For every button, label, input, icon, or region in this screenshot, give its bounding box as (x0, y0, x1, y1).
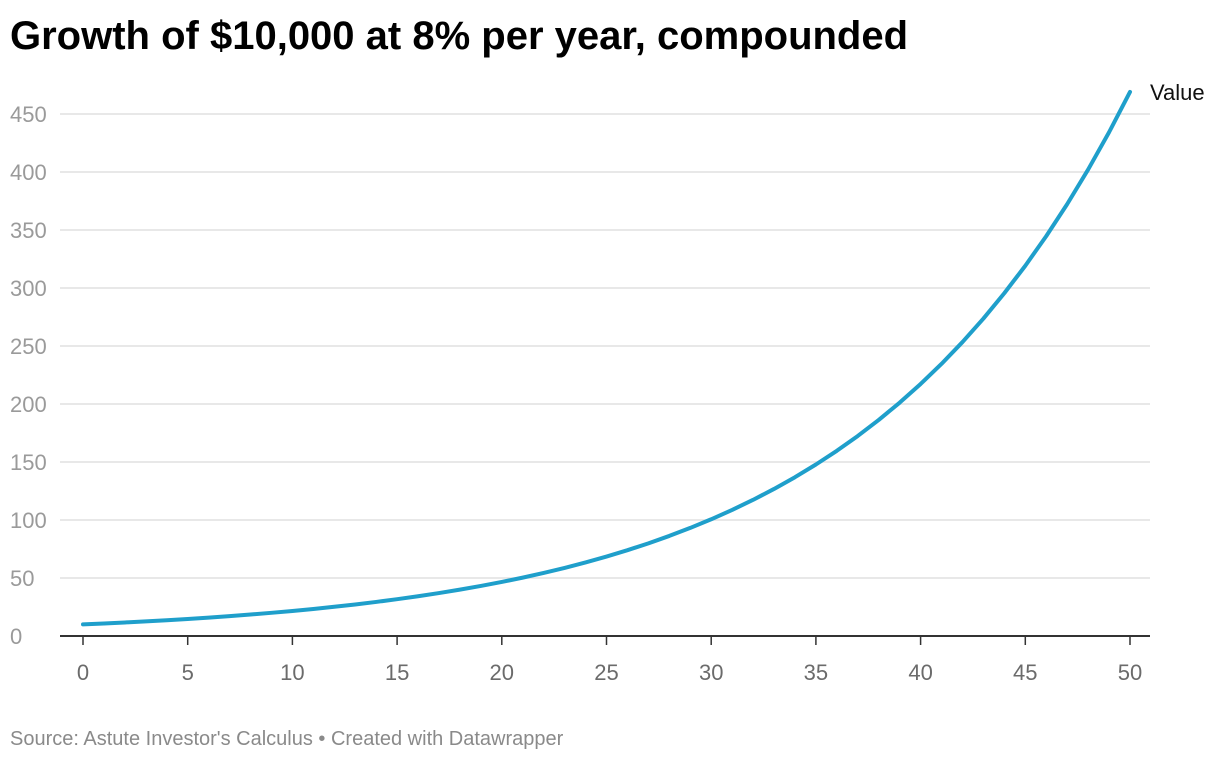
y-tick-label: 50 (10, 566, 34, 591)
y-tick-label: 150 (10, 450, 47, 475)
y-tick-label: 100 (10, 508, 47, 533)
y-axis-ticks: 0 50 100 150 200 250 300 350 400 450 (10, 102, 47, 649)
x-tick-label: 35 (804, 660, 828, 685)
chart-title: Growth of $10,000 at 8% per year, compou… (10, 14, 909, 58)
y-tick-label: 400 (10, 160, 47, 185)
y-tick-label: 200 (10, 392, 47, 417)
x-tick-label: 10 (280, 660, 304, 685)
y-tick-label: 250 (10, 334, 47, 359)
series-label-value: Value (1150, 80, 1205, 105)
source-credit: Source: Astute Investor's Calculus • Cre… (10, 728, 564, 750)
y-tick-label: 0 (10, 624, 22, 649)
x-axis-ticks: 0 5 10 15 20 25 30 35 40 45 50 (77, 636, 1142, 685)
x-tick-label: 45 (1013, 660, 1037, 685)
x-tick-label: 50 (1118, 660, 1142, 685)
x-tick-label: 15 (385, 660, 409, 685)
x-tick-label: 40 (908, 660, 932, 685)
x-tick-label: 25 (594, 660, 618, 685)
x-tick-label: 5 (182, 660, 194, 685)
y-tick-label: 350 (10, 218, 47, 243)
y-tick-label: 300 (10, 276, 47, 301)
x-tick-label: 30 (699, 660, 723, 685)
gridlines (60, 113, 1150, 579)
x-tick-label: 0 (77, 660, 89, 685)
x-tick-label: 20 (490, 660, 514, 685)
y-tick-label: 450 (10, 102, 47, 127)
series-line-value (81, 89, 1132, 627)
